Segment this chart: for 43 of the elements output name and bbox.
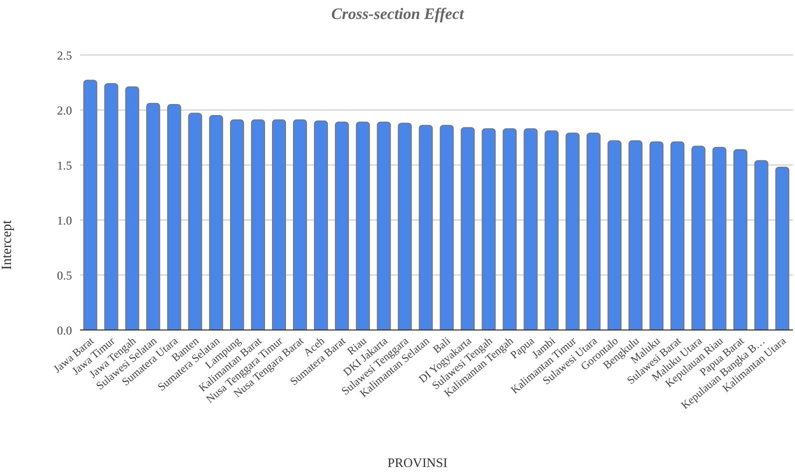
bar xyxy=(272,119,286,330)
x-axis-title: PROVINSI xyxy=(386,455,448,471)
bar xyxy=(691,146,706,330)
y-tick-label: 1.5 xyxy=(57,158,72,172)
bar xyxy=(292,119,307,330)
bar xyxy=(649,141,664,330)
bar xyxy=(586,132,601,330)
bar xyxy=(146,102,160,330)
y-tick-label: 2.0 xyxy=(57,103,72,118)
y-tick-label: 0.5 xyxy=(57,268,72,282)
bar xyxy=(334,122,349,330)
bar xyxy=(230,119,244,330)
bar xyxy=(502,128,517,330)
bar xyxy=(712,146,726,330)
bar xyxy=(544,130,559,330)
bar xyxy=(524,128,538,330)
bar xyxy=(670,141,684,330)
bar xyxy=(460,127,475,330)
y-tick-label: 1.0 xyxy=(57,213,72,228)
bar xyxy=(733,149,748,330)
bar xyxy=(440,124,454,330)
bar xyxy=(775,166,790,330)
bar xyxy=(209,115,224,330)
bar xyxy=(314,120,328,330)
bar xyxy=(628,140,643,330)
bar xyxy=(566,132,580,330)
bar xyxy=(376,122,391,330)
bar xyxy=(356,122,370,330)
bar xyxy=(398,122,412,330)
bar xyxy=(754,160,768,330)
bar xyxy=(188,112,202,330)
y-tick-label: 0.0 xyxy=(57,323,72,338)
y-tick-label: 2.5 xyxy=(57,48,72,62)
y-axis-title: Intercept xyxy=(0,219,16,272)
bar xyxy=(104,83,118,330)
bar xyxy=(418,124,433,330)
bar xyxy=(482,128,496,330)
bar xyxy=(125,86,140,330)
bar xyxy=(167,104,182,330)
chart-title: Cross-section Effect xyxy=(330,6,466,24)
bar xyxy=(251,119,266,330)
bar xyxy=(83,80,98,330)
bar xyxy=(608,140,622,330)
